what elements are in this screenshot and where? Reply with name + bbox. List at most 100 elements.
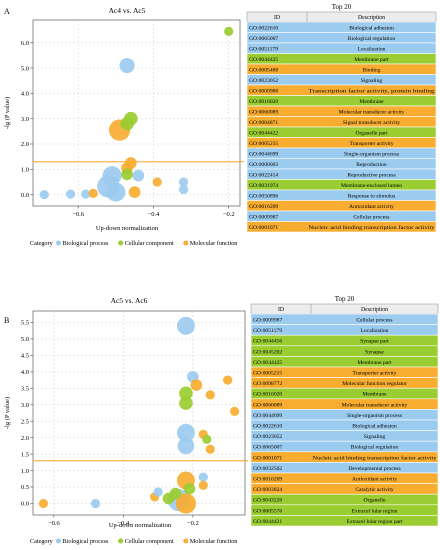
table-cell-id: GO:0005576	[253, 508, 282, 514]
bubble-biological	[81, 189, 91, 199]
table-cell-description: Synapse	[365, 349, 384, 355]
bubble-cellular	[179, 396, 193, 410]
top20-table: Top 20 ID Description GO:0009987 Cellular pr…	[250, 295, 439, 527]
table-cell-id: GO:0065007	[249, 36, 278, 42]
bubble-molecular	[223, 375, 233, 385]
legend-swatch	[118, 240, 124, 246]
y-tick-label: 5.0	[21, 336, 29, 343]
table-cell-description: Reproductive process	[347, 173, 395, 179]
table-cell-id: GO:0001071	[253, 455, 282, 461]
table-cell-id: GO:0022610	[253, 424, 282, 430]
legend-entry: Molecular function	[190, 240, 238, 247]
table-cell-description: Extracel lular region part	[346, 519, 403, 525]
y-axis-label: -lg (P value)	[4, 397, 11, 429]
bubble-molecular	[198, 480, 208, 490]
table-cell-id: GO:0023052	[249, 78, 278, 84]
bubble-cellular	[202, 434, 212, 444]
table-cell-id: GO:0022610	[249, 26, 278, 32]
table-cell-id: GO:0009987	[253, 318, 282, 324]
table-cell-description: Single-organism process	[344, 152, 399, 158]
table-cell-id: GO:0004871	[249, 120, 278, 126]
x-tick-label: −0.2	[187, 520, 199, 527]
table-cell-description: Biological adhesion	[349, 26, 394, 32]
y-tick-label: 0.0	[21, 192, 29, 199]
table-title: Top 20	[335, 295, 355, 303]
y-tick-label: 4.0	[21, 91, 29, 98]
table-cell-description: Catalytic activity	[355, 487, 394, 493]
legend: Category Biological process Cellular compo…	[30, 538, 237, 545]
y-axis-label: -lg (P value)	[4, 97, 11, 129]
legend-entry: Biological process	[63, 538, 109, 545]
table-cell-description: Organelle	[364, 498, 386, 504]
y-tick-label: 1.5	[21, 451, 29, 458]
y-tick-label: 0.0	[21, 501, 29, 508]
bubble-cellular	[183, 482, 196, 495]
table-header-id: ID	[274, 15, 280, 21]
table-cell-description: Biological regulation	[348, 36, 396, 42]
table-cell-id: GO:0045202	[253, 349, 282, 355]
table-cell-description: Localization	[361, 328, 389, 334]
bubble-biological	[177, 437, 195, 455]
x-axis-label: Up-down normalization	[96, 225, 159, 232]
legend-title: Category	[30, 240, 54, 247]
table-cell-description: Organelle part	[355, 131, 387, 137]
table-cell-description: Biological adhesion	[352, 424, 397, 430]
legend-swatch	[183, 240, 189, 246]
table-cell-description: Reproduction	[356, 162, 387, 168]
y-tick-label: 1.0	[21, 468, 29, 475]
panel-label: B	[4, 316, 9, 325]
bubble-biological	[66, 189, 76, 199]
legend-swatch	[183, 538, 189, 544]
bubble-cellular	[169, 487, 182, 500]
table-cell-description: Membrane	[362, 392, 387, 398]
y-tick-label: 3.5	[21, 386, 29, 393]
table-header-description: Description	[358, 15, 385, 21]
table-cell-description: Binding	[362, 68, 380, 74]
x-tick-label: −0.6	[72, 211, 85, 218]
table-cell-id: GO:0016020	[253, 392, 282, 398]
legend: Category Biological process Cellular compo…	[30, 240, 237, 247]
table-cell-description: Molecular function regulator	[342, 380, 407, 387]
bubble-biological	[153, 487, 163, 497]
table-cell-description: Membrane-enclosed lumen	[341, 183, 402, 189]
table-cell-id: GO:0022414	[249, 173, 278, 179]
table-cell-id: GO:0032502	[253, 466, 282, 472]
legend-entry: Molecular function	[190, 538, 238, 545]
table-cell-id: GO:0005215	[249, 141, 278, 147]
table-cell-id: GO:0009987	[249, 215, 278, 221]
x-tick-label: −0.4	[117, 520, 130, 527]
y-tick-label: 2.0	[21, 435, 29, 442]
bubble-biological	[176, 316, 195, 335]
bubble-biological	[39, 190, 49, 200]
table-cell-id: GO:0031974	[249, 183, 278, 189]
y-tick-label: 5.5	[21, 320, 29, 327]
y-tick-label: 6.0	[21, 40, 29, 47]
table-title: Top 20	[332, 3, 352, 11]
x-tick-label: −0.6	[48, 520, 61, 527]
table-cell-id: GO:0016209	[249, 204, 278, 210]
table-cell-id: GO:0016209	[253, 477, 282, 483]
legend-entry: Cellular component	[125, 240, 174, 247]
table-cell-id: GO:0051179	[253, 328, 282, 334]
table-cell-id: GO:0051179	[249, 47, 278, 53]
table-cell-description: Membrane part	[357, 360, 392, 366]
y-tick-label: 0.5	[21, 484, 29, 491]
y-tick-label: 3.0	[21, 116, 29, 123]
table-cell-description: Transporter activity	[349, 141, 393, 147]
table-cell-description: Response to stimulus	[348, 194, 396, 200]
y-tick-label: 2.0	[21, 141, 29, 148]
y-tick-label: 4.5	[21, 353, 29, 360]
table-cell-id: GO:0001071	[249, 225, 278, 231]
bubble-biological	[198, 472, 208, 482]
table-cell-id: GO:0016020	[249, 99, 278, 105]
bubble-molecular	[128, 186, 141, 198]
table-cell-description: Antioxidant activity	[349, 204, 394, 210]
table-cell-id: GO:0060089	[249, 110, 278, 116]
bubble-biological	[102, 166, 122, 186]
table-cell-id: GO:0000988	[249, 89, 278, 95]
table-cell-description: Cellular process	[353, 215, 389, 221]
bubble-biological	[119, 57, 135, 74]
table-cell-description: Cellular process	[356, 318, 392, 324]
table-cell-id: GO:0044421	[253, 519, 282, 525]
bubble-cellular	[179, 386, 193, 401]
